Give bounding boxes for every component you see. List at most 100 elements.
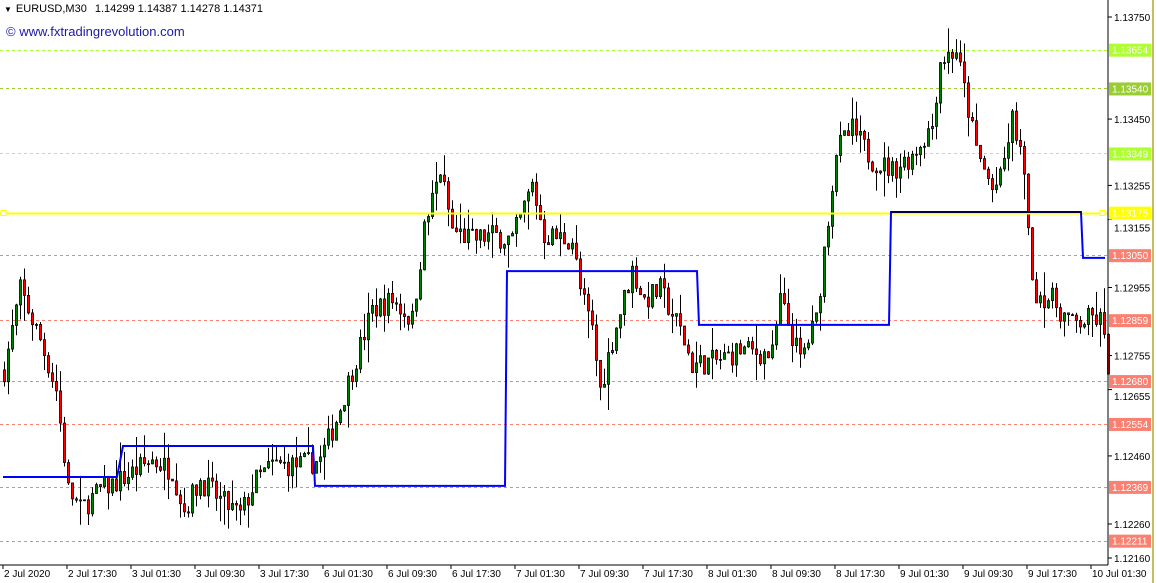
candle-body [543, 219, 546, 244]
candle-body [31, 312, 34, 326]
candle-body [883, 157, 886, 172]
candle-body [1019, 139, 1022, 147]
candle-body [35, 324, 38, 326]
candle-body [863, 130, 866, 140]
candle-body [179, 494, 182, 505]
candle-body [643, 294, 646, 298]
candle-body [1099, 312, 1102, 325]
candle-body [879, 170, 882, 174]
candle-body [287, 461, 290, 477]
candle-body [875, 170, 878, 174]
level-price-label-bg [1109, 417, 1151, 431]
candle-body [851, 118, 854, 136]
candle-body [227, 491, 230, 510]
level-price-label: 1.12554 [1112, 420, 1149, 431]
candle-body [51, 372, 54, 382]
candle-body [575, 242, 578, 260]
candle-body [379, 298, 382, 317]
candle-body [471, 228, 474, 231]
candle-body [807, 342, 810, 349]
candle-body [39, 324, 42, 341]
candle-body [831, 191, 834, 227]
candle-body [835, 155, 838, 192]
collapse-triangle-icon[interactable]: ▼ [4, 4, 12, 14]
candle-body [759, 354, 762, 365]
candle-body [687, 344, 690, 354]
candle-body [1075, 314, 1078, 321]
candle-body [27, 294, 30, 314]
candle-body [459, 228, 462, 233]
candle-body [195, 484, 198, 496]
y-tick-label: 1.12955 [1114, 284, 1151, 295]
candle-body [971, 116, 974, 122]
candle-body [679, 313, 682, 327]
candle-body [735, 343, 738, 366]
candle-body [107, 476, 110, 494]
candle-body [767, 351, 770, 359]
candle-body [183, 503, 186, 513]
candle-body [915, 153, 918, 156]
candle-body [431, 192, 434, 217]
candle-body [867, 138, 870, 163]
candle-body [1015, 110, 1018, 141]
candle-body [711, 349, 714, 359]
candle-body [239, 504, 242, 511]
candle-body [1003, 157, 1006, 170]
candle-body [811, 320, 814, 344]
candle-body [331, 428, 334, 441]
candle-body [427, 216, 430, 223]
candle-body [327, 428, 330, 446]
candle-body [67, 462, 70, 484]
candle-body [1055, 287, 1058, 309]
candle-body [707, 357, 710, 375]
candle-body [963, 61, 966, 84]
candle-body [499, 232, 502, 249]
candle-body [839, 134, 842, 156]
candle-body [127, 476, 130, 484]
candle-body [587, 293, 590, 312]
candle-body [163, 457, 166, 471]
x-tick-label: 2 Jul 17:30 [68, 569, 117, 580]
candle-body [911, 153, 914, 170]
candle-body [283, 461, 286, 464]
candle-body [295, 457, 298, 468]
candle-body [187, 511, 190, 514]
candle-body [703, 355, 706, 375]
candle-body [527, 191, 530, 202]
candle-body [727, 351, 730, 354]
candle-body [599, 360, 602, 388]
candle-body [299, 456, 302, 468]
candle-body [247, 497, 250, 506]
level-price-label: 1.13540 [1112, 84, 1149, 95]
level-price-label-bg [1109, 43, 1151, 57]
candle-body [271, 459, 274, 462]
candle-body [639, 287, 642, 296]
x-tick-label: 3 Jul 09:30 [196, 569, 245, 580]
x-tick-label: 6 Jul 17:30 [452, 569, 501, 580]
candle-body [1051, 287, 1054, 301]
candle-body [467, 228, 470, 244]
candle-body [419, 269, 422, 300]
candle-body [79, 499, 82, 502]
candle-body [411, 310, 414, 325]
x-tick-label: 7 Jul 01:30 [516, 569, 565, 580]
candle-body [579, 258, 582, 290]
candle-body [103, 476, 106, 488]
candle-body [715, 349, 718, 360]
line-anchor-handle [0, 210, 7, 216]
candle-body [415, 298, 418, 312]
y-tick-label: 1.12460 [1114, 452, 1151, 463]
candle-body [855, 118, 858, 136]
candle-body [95, 484, 98, 494]
candle-body [919, 146, 922, 156]
candle-body [923, 145, 926, 148]
x-tick-label: 8 Jul 01:30 [708, 569, 757, 580]
candle-body [891, 161, 894, 176]
x-tick-label: 7 Jul 09:30 [580, 569, 629, 580]
candle-body [83, 499, 86, 502]
candle-body [211, 477, 214, 482]
candle-body [359, 336, 362, 370]
candle-body [219, 495, 222, 499]
candle-body [555, 228, 558, 240]
